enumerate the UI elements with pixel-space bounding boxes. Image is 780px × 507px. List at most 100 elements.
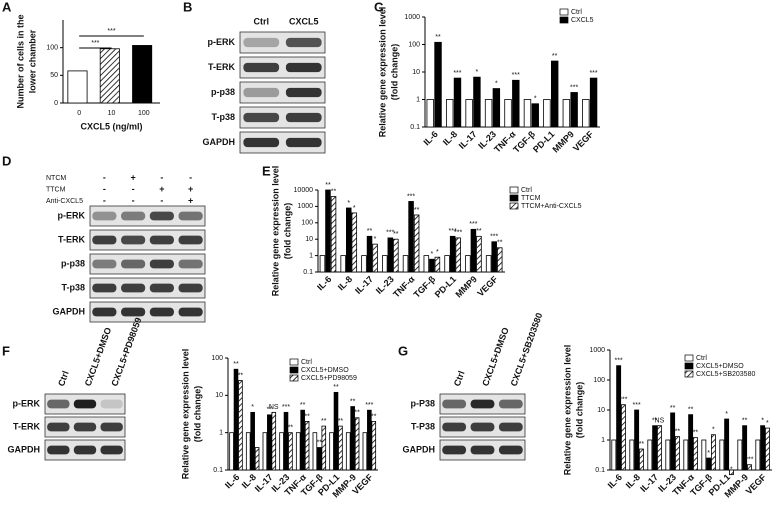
- y-tick-label: 100: [46, 45, 58, 52]
- y-axis-label: lower chamber: [27, 29, 37, 93]
- condition-sign: -: [160, 172, 163, 182]
- bar: [484, 99, 493, 128]
- blot-band: [285, 87, 322, 98]
- blot-band: [470, 422, 495, 432]
- comparison-label: ***: [107, 28, 115, 35]
- blot-band: [73, 399, 97, 409]
- blot-band: [100, 399, 123, 409]
- x-tick-label: IL-17: [353, 274, 375, 296]
- blot-band: [285, 62, 322, 73]
- legend-swatch: [509, 194, 519, 202]
- significance-label: **: [371, 413, 377, 420]
- row-label: p-P38: [410, 398, 435, 408]
- legend-swatch: [509, 202, 519, 210]
- x-tick-label: IL-6: [315, 274, 333, 292]
- significance-label: *: [707, 450, 710, 457]
- significance-label: **: [670, 405, 676, 412]
- blot-band: [178, 259, 203, 269]
- condition-sign: +: [188, 184, 193, 194]
- x-tick-label: 0: [77, 110, 81, 117]
- row-label: GAPDH: [7, 444, 40, 454]
- bar: [582, 99, 590, 128]
- blot-strip: [89, 205, 206, 227]
- y-tick-label: 1000: [297, 203, 313, 210]
- significance-label: **: [331, 188, 337, 195]
- y-axis-label: (fold change): [389, 44, 399, 101]
- bar: [455, 237, 461, 273]
- x-tick-label: PD-L1: [433, 274, 458, 299]
- condition-sign: +: [159, 184, 164, 194]
- bar: [402, 255, 409, 273]
- legend-swatch: [289, 374, 299, 382]
- legend-label: TTCM+Anti-CXCL5: [521, 203, 582, 210]
- significance-label: ***: [512, 72, 520, 79]
- blot-strip: [239, 56, 326, 79]
- x-tick-label: IL-6: [606, 472, 624, 490]
- bar: [473, 76, 481, 128]
- row-label: p-p38: [211, 87, 235, 97]
- bar: [670, 412, 676, 471]
- bar: [325, 189, 331, 273]
- blot-strip: [239, 131, 326, 154]
- y-tick-label: 1000: [589, 347, 605, 354]
- bar: [755, 439, 761, 471]
- x-tick-label: TGF-β: [412, 274, 438, 300]
- legend-label: CXCL5+PD98059: [301, 375, 357, 382]
- bar: [512, 79, 520, 128]
- bar: [304, 421, 310, 471]
- bar: [470, 228, 477, 273]
- blot-band: [92, 283, 117, 293]
- bar: [238, 380, 243, 471]
- panel-letter: G: [398, 343, 408, 358]
- blot-band: [92, 259, 117, 269]
- blot-band: [243, 112, 280, 123]
- significance-label: **: [367, 228, 373, 235]
- bar: [742, 425, 748, 471]
- significance-label: ***: [589, 70, 597, 77]
- blot-band: [47, 399, 70, 409]
- row-label: T-ERK: [13, 421, 41, 431]
- bar: [393, 238, 399, 273]
- legend-swatch: [559, 16, 569, 24]
- lane-label: Ctrl: [452, 370, 467, 388]
- condition-sign: +: [130, 172, 135, 182]
- significance-label: **: [317, 439, 323, 446]
- row-label: T-p38: [211, 112, 235, 122]
- bar: [747, 464, 752, 471]
- bar: [652, 425, 658, 471]
- y-tick-label: 1: [219, 430, 223, 437]
- significance-label: *: [430, 251, 433, 258]
- legend-label: Ctrl: [301, 359, 312, 366]
- bar: [408, 201, 414, 273]
- panel-letter: C: [374, 0, 384, 14]
- bar: [543, 99, 551, 128]
- bar: [492, 88, 501, 128]
- x-tick-label: MMP9: [453, 274, 478, 299]
- lane-label: CXCL5: [289, 16, 319, 26]
- bar: [312, 432, 318, 471]
- bar: [688, 414, 694, 471]
- y-axis-label: Number of cells in the: [15, 14, 25, 108]
- significance-label: **: [552, 53, 558, 60]
- row-label: p-p38: [61, 258, 85, 268]
- bar: [338, 425, 343, 471]
- y-tick-label: 10: [305, 236, 313, 243]
- bar: [245, 432, 251, 471]
- lane-label: CXCL5+SB203580: [509, 311, 545, 387]
- bar: [333, 391, 339, 471]
- bar: [426, 99, 434, 128]
- x-tick-label: IL-17: [253, 472, 275, 494]
- legend-swatch: [684, 354, 694, 362]
- row-label: p-ERK: [58, 210, 86, 220]
- significance-label: *: [712, 427, 715, 434]
- y-tick-label: 0.1: [213, 467, 223, 474]
- blot-band: [92, 235, 117, 245]
- blot-band: [100, 445, 123, 455]
- condition-label: NTCM: [46, 175, 66, 182]
- blot-band: [178, 283, 203, 293]
- bar: [523, 99, 532, 128]
- x-tick-label: 100: [138, 110, 150, 117]
- bar: [665, 439, 671, 471]
- bar: [354, 417, 360, 471]
